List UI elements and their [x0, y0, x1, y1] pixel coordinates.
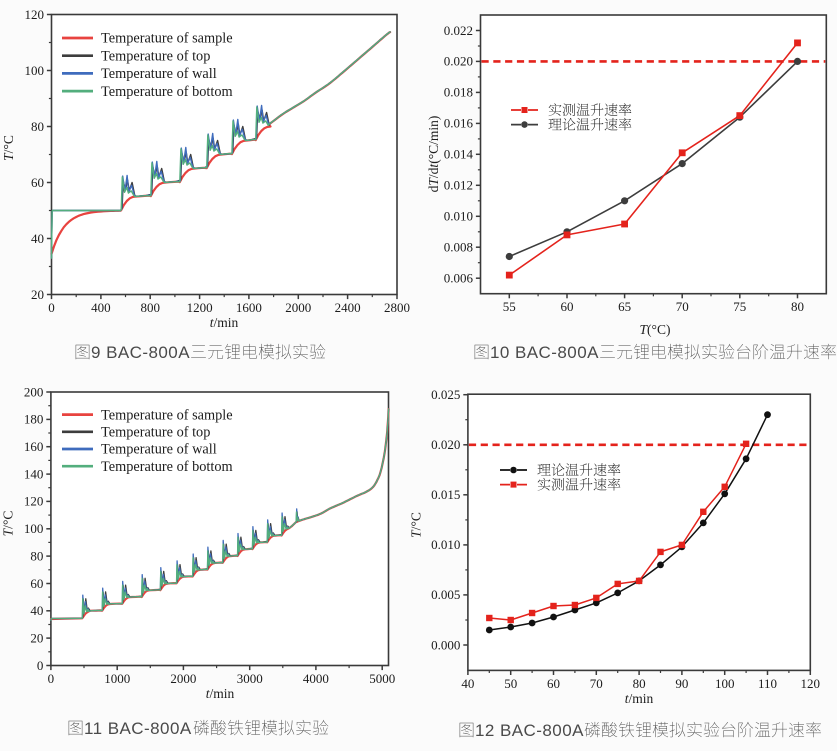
svg-text:Temperature of bottom: Temperature of bottom [101, 84, 233, 100]
svg-text:0.006: 0.006 [444, 271, 474, 286]
svg-text:120: 120 [801, 676, 821, 691]
svg-text:40: 40 [461, 676, 474, 691]
svg-text:0: 0 [48, 671, 55, 686]
svg-text:110: 110 [758, 676, 777, 691]
svg-text:120: 120 [25, 7, 45, 22]
svg-text:0.020: 0.020 [431, 437, 460, 452]
svg-text:50: 50 [504, 676, 517, 691]
svg-text:400: 400 [91, 300, 111, 315]
svg-text:60: 60 [547, 676, 560, 691]
svg-text:70: 70 [590, 676, 603, 691]
svg-text:90: 90 [675, 676, 688, 691]
svg-text:0.005: 0.005 [431, 587, 460, 602]
svg-text:800: 800 [140, 300, 160, 315]
svg-text:180: 180 [24, 412, 44, 427]
svg-text:t/min: t/min [625, 691, 654, 706]
svg-text:2400: 2400 [335, 300, 361, 315]
svg-text:t/min: t/min [206, 686, 235, 701]
svg-text:12 BAC-800A: 12 BAC-800A [475, 721, 584, 740]
svg-text:9 BAC-800A: 9 BAC-800A [91, 343, 190, 362]
svg-text:0: 0 [37, 658, 44, 673]
svg-text:0.008: 0.008 [444, 240, 473, 255]
svg-text:0.016: 0.016 [444, 116, 474, 131]
svg-text:Temperature of wall: Temperature of wall [101, 66, 217, 82]
svg-text:0.018: 0.018 [444, 85, 473, 100]
svg-text:200: 200 [24, 384, 44, 399]
svg-text:dT/dt(°C/min): dT/dt(°C/min) [426, 116, 441, 193]
svg-text:2000: 2000 [170, 671, 196, 686]
svg-text:T/°C: T/°C [409, 512, 424, 538]
svg-text:20: 20 [31, 287, 44, 302]
svg-text:0.012: 0.012 [444, 178, 473, 193]
svg-text:1600: 1600 [236, 300, 262, 315]
svg-text:65: 65 [618, 299, 631, 314]
svg-text:70: 70 [676, 299, 689, 314]
svg-text:T(°C): T(°C) [640, 322, 671, 337]
svg-text:80: 80 [30, 548, 43, 563]
svg-text:100: 100 [715, 676, 735, 691]
svg-text:0.014: 0.014 [444, 147, 474, 162]
svg-text:75: 75 [733, 299, 746, 314]
svg-text:20: 20 [30, 630, 43, 645]
svg-text:Temperature of sample: Temperature of sample [101, 407, 233, 423]
svg-text:2800: 2800 [384, 300, 410, 315]
svg-text:100: 100 [25, 63, 45, 78]
svg-text:0.015: 0.015 [431, 487, 460, 502]
svg-text:160: 160 [24, 439, 44, 454]
svg-text:140: 140 [24, 466, 44, 481]
svg-text:1000: 1000 [104, 671, 130, 686]
svg-text:Temperature of top: Temperature of top [101, 48, 210, 64]
svg-text:11 BAC-800A: 11 BAC-800A [84, 719, 192, 738]
svg-text:80: 80 [791, 299, 804, 314]
svg-text:60: 60 [30, 576, 43, 591]
svg-text:t/min: t/min [210, 315, 239, 330]
svg-text:0: 0 [48, 300, 55, 315]
svg-text:0.022: 0.022 [444, 23, 473, 38]
svg-text:60: 60 [31, 175, 44, 190]
svg-text:100: 100 [24, 521, 44, 536]
svg-text:4000: 4000 [303, 671, 329, 686]
svg-text:Temperature of sample: Temperature of sample [101, 31, 233, 47]
svg-text:60: 60 [561, 299, 574, 314]
svg-text:0.025: 0.025 [431, 387, 460, 402]
svg-text:0.000: 0.000 [431, 637, 460, 652]
svg-text:Temperature of top: Temperature of top [101, 425, 210, 441]
svg-text:55: 55 [503, 299, 516, 314]
svg-text:0.010: 0.010 [431, 537, 460, 552]
svg-text:80: 80 [31, 119, 44, 134]
svg-text:Temperature of bottom: Temperature of bottom [101, 459, 233, 475]
svg-text:Temperature of wall: Temperature of wall [101, 442, 217, 458]
svg-text:10 BAC-800A: 10 BAC-800A [490, 343, 599, 362]
svg-text:120: 120 [24, 494, 44, 509]
svg-text:1200: 1200 [187, 300, 213, 315]
svg-text:40: 40 [30, 603, 43, 618]
svg-text:40: 40 [31, 231, 44, 246]
svg-text:0.020: 0.020 [444, 54, 473, 69]
svg-text:80: 80 [633, 676, 646, 691]
svg-text:5000: 5000 [369, 671, 395, 686]
svg-text:T/°C: T/°C [1, 135, 16, 161]
svg-text:0.010: 0.010 [444, 209, 473, 224]
svg-text:T/°C: T/°C [1, 511, 16, 537]
svg-text:3000: 3000 [237, 671, 263, 686]
svg-text:2000: 2000 [285, 300, 311, 315]
